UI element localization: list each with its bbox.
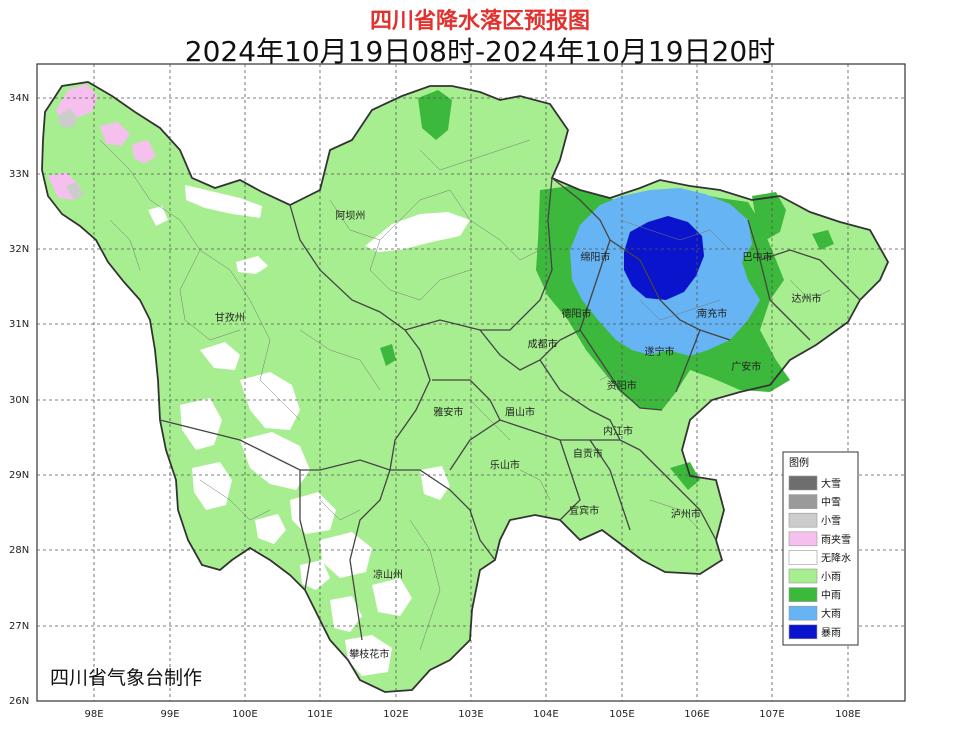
- lat-tick-28: 28N: [9, 545, 29, 556]
- lat-tick-31: 31N: [9, 319, 29, 330]
- prefecture-boundaries: [159, 177, 861, 641]
- lat-tick-labels: 34N 33N 32N 31N 30N 29N 28N 27N 26N: [9, 93, 29, 707]
- city-label: 广安市: [731, 360, 761, 373]
- legend-swatch: [788, 494, 818, 509]
- lon-tick-103: 103E: [458, 709, 483, 720]
- lon-tick-100: 100E: [232, 709, 257, 720]
- torrential-rain-area: [624, 216, 704, 300]
- lon-tick-99: 99E: [160, 709, 179, 720]
- city-label: 南充市: [697, 307, 727, 320]
- lon-tick-98: 98E: [84, 709, 103, 720]
- precip-layers: [42, 82, 888, 692]
- province-boundary: [41, 81, 890, 693]
- city-label: 绵阳市: [580, 251, 610, 264]
- city-label: 阿坝州: [335, 210, 365, 222]
- lon-tick-107: 107E: [759, 709, 784, 720]
- county-boundaries: [99, 139, 831, 651]
- snow-area: [58, 108, 84, 200]
- city-label: 遂宁市: [645, 345, 675, 358]
- city-label: 眉山市: [505, 406, 535, 419]
- lat-tick-30: 30N: [9, 395, 29, 406]
- legend-label: 大雨: [821, 607, 841, 620]
- map-subtitle: 2024年10月19日08时-2024年10月19日20时: [184, 35, 776, 68]
- legend-swatch: [788, 512, 818, 528]
- city-label: 泸州市: [671, 508, 701, 521]
- lon-tick-labels: 98E 99E 100E 101E 102E 103E 104E 105E 10…: [84, 709, 860, 720]
- legend-swatch: [788, 605, 818, 621]
- lon-tick-101: 101E: [307, 709, 332, 720]
- lat-tick-34: 34N: [9, 93, 29, 104]
- city-label: 巴中市: [743, 251, 773, 264]
- city-label: 雅安市: [433, 406, 463, 419]
- legend-title: 图例: [789, 456, 809, 469]
- lat-tick-27: 27N: [9, 621, 29, 632]
- lon-tick-108: 108E: [835, 709, 860, 720]
- legend-label: 雨夹雪: [821, 533, 851, 546]
- city-label: 内江市: [603, 424, 633, 437]
- lon-tick-105: 105E: [609, 709, 634, 720]
- city-label: 达州市: [792, 292, 822, 305]
- legend-label: 暴雨: [821, 627, 841, 639]
- legend-label: 中雨: [821, 589, 841, 602]
- city-label: 攀枝花市: [349, 647, 389, 660]
- lat-tick-29: 29N: [9, 470, 29, 481]
- city-label: 乐山市: [490, 458, 520, 471]
- lat-tick-26: 26N: [9, 696, 29, 707]
- agency-credit: 四川省气象台制作: [50, 667, 202, 689]
- legend-label: 大雪: [821, 477, 841, 490]
- legend-swatch: [788, 531, 818, 547]
- city-label: 宜宾市: [569, 504, 599, 517]
- city-label: 成都市: [528, 337, 558, 350]
- legend-label: 小雪: [821, 515, 841, 527]
- legend-label: 小雨: [821, 571, 841, 583]
- legend-label: 无降水: [821, 551, 851, 564]
- lat-tick-32: 32N: [9, 244, 29, 255]
- legend-swatch: [788, 475, 818, 491]
- legend-swatch: [788, 550, 818, 565]
- legend-swatch: [788, 624, 818, 640]
- legend-swatch: [788, 587, 818, 602]
- city-label: 资阳市: [607, 379, 637, 392]
- city-label: 德阳市: [562, 307, 592, 320]
- city-label: 凉山州: [373, 568, 403, 581]
- lat-tick-33: 33N: [9, 169, 29, 180]
- lon-tick-104: 104E: [533, 709, 558, 720]
- city-label: 自贡市: [573, 447, 603, 460]
- lon-tick-106: 106E: [684, 709, 709, 720]
- lon-tick-102: 102E: [383, 709, 408, 720]
- legend-label: 中雪: [821, 496, 841, 509]
- map-title: 四川省降水落区预报图: [369, 9, 590, 34]
- legend-swatch: [788, 568, 818, 584]
- city-label: 甘孜州: [215, 311, 245, 324]
